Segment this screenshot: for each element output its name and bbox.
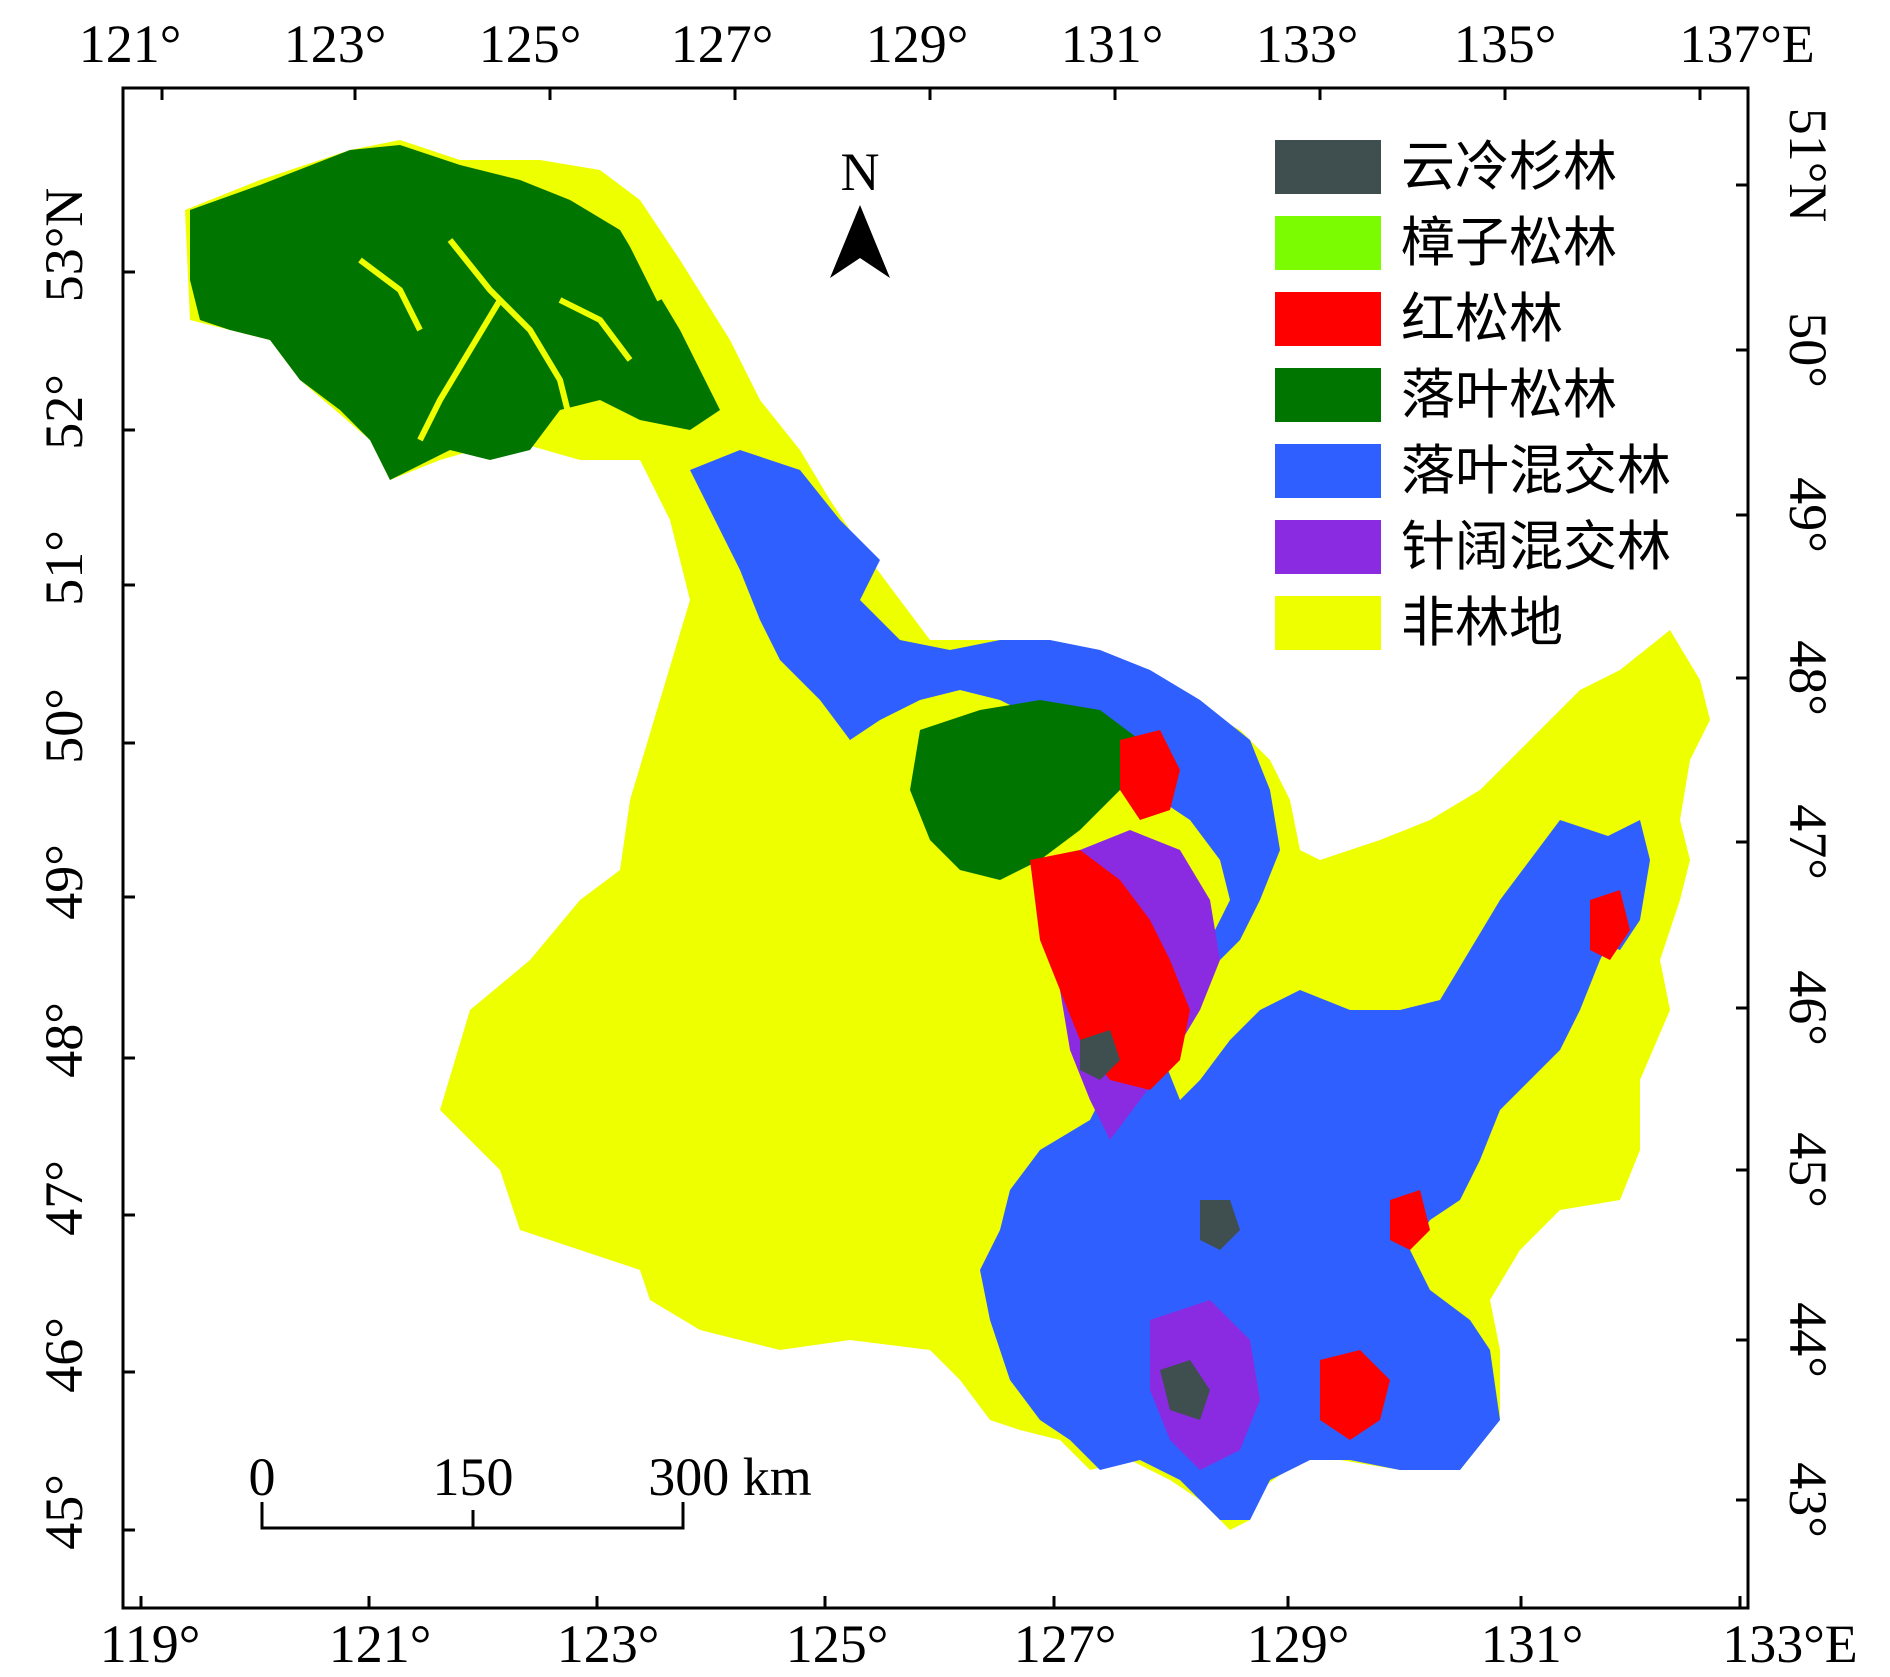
left-tick-label: 50° — [34, 688, 94, 764]
right-tick-label: 48° — [1778, 640, 1838, 716]
right-tick-label: 45° — [1778, 1132, 1838, 1208]
scale-bar: 0 150 300 km — [249, 1447, 812, 1530]
spruce-fir-patch-2 — [1080, 1030, 1120, 1080]
legend-swatch — [1275, 216, 1381, 270]
left-tick-label: 52° — [34, 374, 94, 450]
top-tick-label: 137°E — [1679, 14, 1815, 74]
legend-swatch — [1275, 292, 1381, 346]
left-tick-label: 49° — [34, 844, 94, 920]
scale-bar-label-150: 150 — [433, 1447, 514, 1507]
top-tick-label: 129° — [866, 14, 969, 74]
top-tick-label: 135° — [1454, 14, 1557, 74]
scale-bar-label-0: 0 — [249, 1447, 276, 1507]
spruce-fir-patch-1 — [1160, 1360, 1210, 1420]
legend-swatch — [1275, 368, 1381, 422]
left-tick-label: 48° — [34, 1002, 94, 1078]
right-tick-label: 47° — [1778, 804, 1838, 880]
bottom-tick-label: 123° — [557, 1614, 660, 1674]
deciduous-mixed-area — [690, 450, 1630, 1520]
axis-ticks — [123, 88, 1748, 1608]
legend-swatch — [1275, 444, 1381, 498]
river-streak — [358, 178, 663, 442]
larch-forest-central — [910, 700, 1140, 880]
bottom-tick-label: 121° — [329, 1614, 432, 1674]
bottom-tick-label: 119° — [100, 1614, 201, 1674]
legend-swatch — [1275, 520, 1381, 574]
right-tick-label: 46° — [1778, 970, 1838, 1046]
legend-swatch — [1275, 596, 1381, 650]
bottom-tick-label: 129° — [1247, 1614, 1350, 1674]
right-tick-label: 44° — [1778, 1302, 1838, 1378]
korean-pine-southeast — [1390, 1190, 1430, 1250]
top-tick-label: 121° — [79, 14, 182, 74]
left-tick-label: 47° — [34, 1160, 94, 1236]
right-tick-label: 43° — [1778, 1462, 1838, 1538]
north-arrow: N — [830, 142, 890, 278]
korean-pine-south — [1320, 1350, 1390, 1440]
north-arrow-label: N — [841, 142, 880, 202]
region-shape — [185, 140, 1710, 1530]
top-tick-label: 125° — [479, 14, 582, 74]
right-tick-label: 49° — [1778, 477, 1838, 553]
top-tick-label: 127° — [671, 14, 774, 74]
bottom-tick-label: 125° — [786, 1614, 889, 1674]
bottom-tick-label: 131° — [1481, 1614, 1584, 1674]
left-tick-label: 51° — [34, 530, 94, 606]
left-tick-label: 45° — [34, 1474, 94, 1550]
right-tick-label: 50° — [1778, 312, 1838, 388]
korean-pine-north — [1120, 730, 1180, 820]
top-tick-label: 123° — [284, 14, 387, 74]
right-axis-labels: 51°N 50° 49° 48° 47° 46° 45° 44° 43° — [1778, 108, 1838, 1538]
legend-label: 落叶松林 — [1401, 363, 1617, 426]
korean-pine-east — [1590, 890, 1630, 960]
legend-label: 针阔混交林 — [1401, 515, 1671, 578]
spruce-fir-patch-3 — [1200, 1200, 1240, 1250]
legend-label: 落叶混交林 — [1401, 439, 1671, 502]
left-tick-label: 53°N — [34, 188, 94, 303]
larch-forest-area — [190, 145, 720, 480]
legend-label: 云冷杉林 — [1401, 135, 1617, 198]
korean-pine-area — [1030, 850, 1190, 1090]
legend-label: 樟子松林 — [1401, 211, 1617, 274]
top-tick-label: 133° — [1256, 14, 1359, 74]
bottom-axis-labels: 119° 121° 123° 125° 127° 129° 131° 133°E — [100, 1614, 1858, 1674]
legend-swatch — [1275, 140, 1381, 194]
left-tick-label: 46° — [34, 1317, 94, 1393]
north-arrow-icon — [830, 205, 890, 278]
scale-bar-label-300: 300 km — [648, 1447, 812, 1507]
top-tick-label: 131° — [1061, 14, 1164, 74]
left-axis-labels: 53°N 52° 51° 50° 49° 48° 47° 46° 45° — [34, 188, 94, 1550]
legend-label: 红松林 — [1401, 287, 1563, 350]
scale-bar-line — [260, 1502, 685, 1530]
right-tick-label: 51°N — [1778, 108, 1838, 223]
top-axis-labels: 121° 123° 125° 127° 129° 131° 133° 135° … — [79, 14, 1815, 74]
legend-label: 非林地 — [1401, 591, 1563, 654]
bottom-tick-label: 127° — [1014, 1614, 1117, 1674]
bottom-tick-label: 133°E — [1722, 1614, 1858, 1674]
